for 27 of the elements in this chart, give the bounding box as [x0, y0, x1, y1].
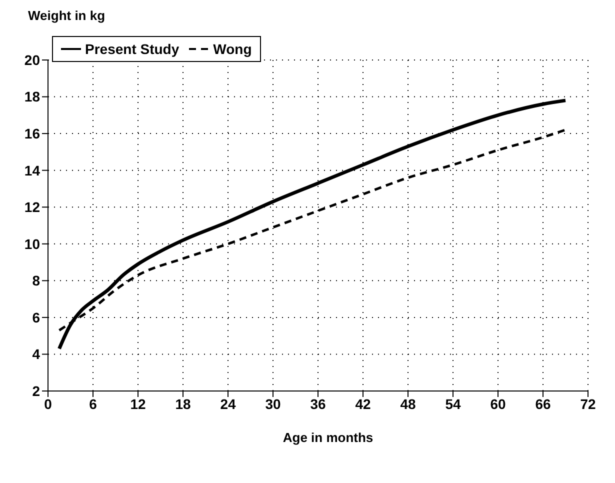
x-tick-label: 42 [355, 396, 371, 412]
y-tick-label: 8 [32, 272, 40, 289]
x-tick-label: 30 [265, 396, 281, 412]
x-tick-label: 60 [490, 396, 506, 412]
x-tick-label: 0 [44, 396, 52, 412]
x-tick-label: 24 [220, 396, 236, 412]
x-axis-title: Age in months [282, 430, 374, 445]
y-tick-label: 12 [24, 199, 40, 216]
y-tick-label: 14 [24, 162, 40, 178]
x-tick-label: 12 [130, 396, 146, 412]
x-tick-label: 54 [445, 396, 461, 412]
x-tick-label: 66 [535, 396, 551, 412]
y-tick-label: 18 [24, 88, 40, 105]
x-tick-label: 48 [400, 396, 416, 412]
y-axis-title: Weight in kg [28, 8, 106, 25]
y-tick-label: 4 [32, 346, 40, 362]
y-tick-label: 20 [24, 52, 40, 68]
y-tick-label: 6 [32, 309, 40, 326]
y-tick-label: 10 [24, 236, 40, 252]
y-tick-label: 16 [24, 126, 40, 142]
x-tick-label: 6 [89, 396, 98, 412]
legend-label: Present Study [84, 41, 180, 57]
x-tick-label: 18 [175, 396, 191, 412]
x-tick-label: 72 [580, 396, 596, 412]
x-tick-label: 36 [310, 396, 326, 412]
y-tick-label: 2 [32, 382, 40, 399]
legend-label: Wong [212, 41, 252, 57]
